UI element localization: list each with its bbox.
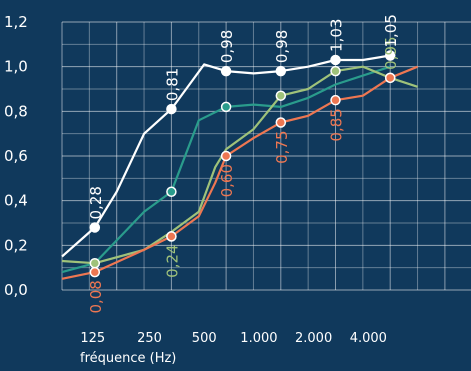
x-axis-ticks: 125 250 500 1.000 2.000 4.000: [80, 331, 387, 346]
y-tick-label: 0,2: [4, 236, 28, 254]
data-label: 0,95: [382, 36, 400, 69]
y-tick-label: 0,6: [4, 147, 28, 165]
grid-layer: [61, 21, 471, 291]
x-tick-label: 500: [192, 331, 217, 346]
data-point: [330, 65, 341, 77]
data-point: [384, 50, 396, 61]
x-tick-label: 2.000: [295, 331, 332, 346]
data-point: [89, 266, 101, 278]
data-label: 0,81: [163, 68, 181, 101]
y-tick-label: 0,0: [4, 281, 28, 299]
data-label: 0,60: [218, 164, 236, 197]
data-point: [275, 65, 287, 77]
data-label: 0,28: [87, 186, 105, 219]
data-point: [384, 72, 396, 84]
data-point: [166, 231, 177, 242]
data-point: [89, 257, 101, 269]
x-tick-label: 4.000: [350, 331, 387, 346]
data-label: 0,75: [273, 131, 291, 164]
data-label: 0,85: [328, 108, 346, 141]
data-point: [166, 186, 177, 197]
y-tick-label: 0,4: [4, 192, 28, 210]
data-label: 0,98: [273, 30, 291, 63]
series-line: [61, 65, 391, 274]
data-point: [275, 90, 287, 101]
data-label: 0,24: [163, 244, 181, 277]
data-point: [220, 150, 232, 162]
series-line: [61, 65, 418, 265]
x-tick-label: 1.000: [240, 331, 277, 346]
data-point: [275, 117, 287, 128]
data-point: [330, 94, 341, 106]
data-label: 1,05: [382, 14, 400, 47]
data-point: [166, 103, 177, 115]
data-point: [330, 54, 341, 66]
data-label: 0,98: [218, 30, 236, 63]
series-line: [61, 65, 419, 280]
y-tick-label: 1,0: [4, 58, 28, 76]
series-points: [89, 50, 396, 278]
data-labels: 0,24 0,95 0,08 0,60 0,75 0,85 0,28 0,81 0,98 0,98…: [87, 14, 400, 313]
data-point: [220, 101, 232, 113]
y-axis-ticks: 0,0 0,2 0,4 0,6 0,8 1,0 1,2: [4, 13, 28, 299]
data-point: [220, 65, 232, 77]
x-axis-label: fréquence (Hz): [80, 351, 176, 366]
data-label: 0,08: [87, 280, 105, 313]
x-tick-label: 125: [80, 331, 105, 346]
data-label: 1,03: [328, 19, 346, 52]
y-tick-label: 1,2: [4, 13, 28, 31]
x-tick-label: 250: [137, 331, 162, 346]
data-point: [89, 222, 101, 233]
y-tick-label: 0,8: [4, 102, 28, 120]
